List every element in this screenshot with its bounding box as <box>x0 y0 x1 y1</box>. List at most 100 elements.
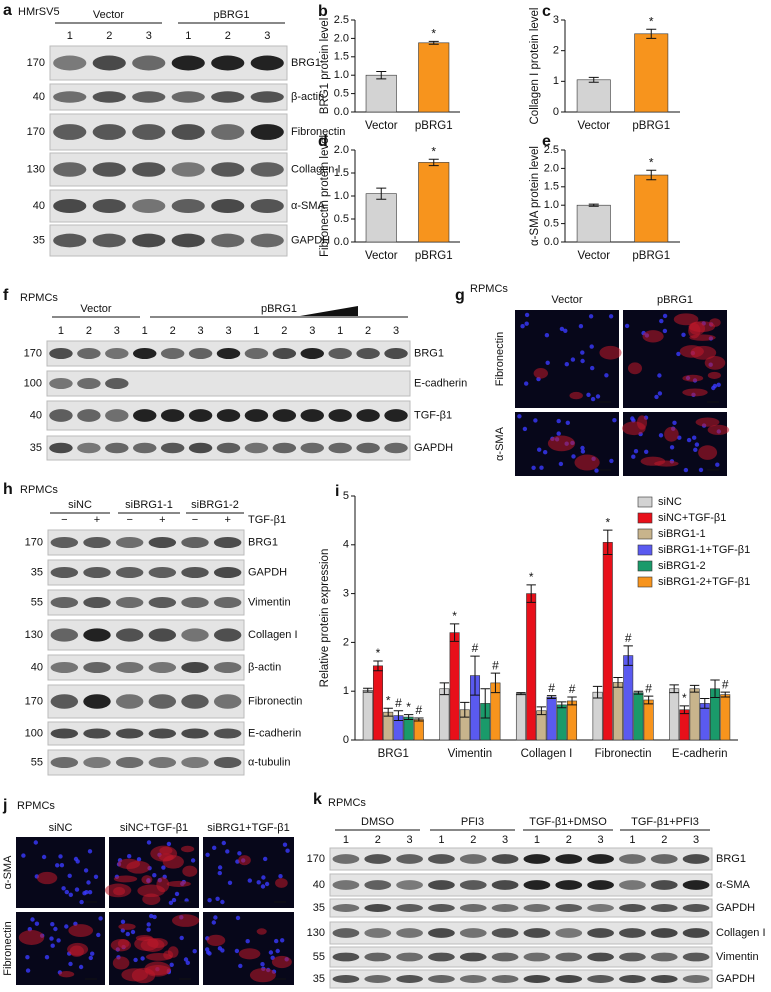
blot-band <box>216 442 241 454</box>
significance: * <box>682 691 687 705</box>
nucleus <box>227 880 233 885</box>
nucleus <box>261 875 266 880</box>
nucleus <box>79 899 84 905</box>
stain <box>698 445 718 460</box>
error-bar <box>623 645 633 666</box>
blot-band <box>77 409 101 422</box>
blot-strip <box>47 749 245 776</box>
lane-label: 3 <box>502 834 508 846</box>
blot-band <box>619 904 646 912</box>
group-label: TGF-β1+PFI3 <box>631 816 699 828</box>
blot-band <box>459 880 487 890</box>
blot-strip <box>47 559 245 586</box>
blot-band <box>396 952 423 962</box>
error-bar <box>646 169 657 181</box>
significance: * <box>406 700 411 714</box>
nucleus <box>580 350 585 355</box>
nucleus <box>595 394 601 399</box>
mw-label: 40 <box>30 409 42 421</box>
error-bar <box>376 71 387 80</box>
y-tick-label: 2.0 <box>334 144 349 156</box>
stain <box>682 374 704 382</box>
blot-band <box>181 694 209 709</box>
significance: # <box>395 696 402 710</box>
blot-band <box>244 442 269 454</box>
nucleus <box>93 874 99 879</box>
nucleus <box>125 931 130 937</box>
nucleus <box>217 865 223 870</box>
error-bar <box>669 684 679 694</box>
significance: * <box>386 693 391 707</box>
error-bar <box>470 655 480 696</box>
blot-strip <box>47 721 245 746</box>
blot-band <box>181 628 209 642</box>
blot-strip <box>329 847 713 871</box>
nucleus <box>146 927 151 932</box>
y-tick-label: 0.0 <box>334 106 349 118</box>
lane-label: 2 <box>106 30 112 42</box>
bar <box>633 692 644 741</box>
blot-band <box>459 854 487 864</box>
mw-label: 170 <box>27 57 45 69</box>
blot-band <box>587 854 614 864</box>
lane-label: + <box>94 514 100 526</box>
bar <box>418 42 450 113</box>
x-tick-label: Vector <box>577 120 610 132</box>
significance: # <box>548 681 555 695</box>
nucleus <box>215 896 220 901</box>
blot-band <box>356 442 380 454</box>
nucleus <box>174 891 180 897</box>
lane-label: 1 <box>343 834 349 846</box>
bar <box>623 655 634 741</box>
blot-band <box>77 378 101 389</box>
blot-band <box>92 124 126 140</box>
bar <box>669 688 680 741</box>
nucleus <box>594 468 599 473</box>
error-bar <box>393 710 404 721</box>
mw-label: 130 <box>307 927 325 939</box>
nucleus <box>612 418 617 423</box>
nucleus <box>205 852 210 857</box>
nucleus <box>220 899 225 905</box>
nucleus <box>30 917 35 922</box>
blot-band <box>364 854 392 864</box>
nucleus <box>654 394 659 400</box>
stain <box>704 356 726 370</box>
stain <box>238 855 251 866</box>
x-tick-label: Collagen I <box>521 748 573 760</box>
panel-letter: g <box>455 287 465 304</box>
nucleus <box>565 420 570 425</box>
mw-label: 55 <box>313 951 325 963</box>
blot-band <box>50 662 79 673</box>
bar <box>576 79 611 113</box>
nucleus <box>87 890 93 895</box>
bar <box>567 700 578 741</box>
blot-band <box>682 854 710 864</box>
blot-band <box>619 854 646 864</box>
lane-label: 3 <box>198 325 204 337</box>
protein-label: β-actin <box>248 661 281 673</box>
micrograph <box>109 912 200 985</box>
y-tick-label: 1.0 <box>334 69 349 81</box>
nucleus <box>711 385 716 391</box>
protein-label: β-actin <box>291 91 324 103</box>
nucleus <box>133 957 138 963</box>
nucleus <box>217 870 222 876</box>
blot-band <box>49 442 73 454</box>
blot-band <box>181 567 209 578</box>
y-tick-label: 5 <box>343 490 349 502</box>
blot-band <box>132 55 166 71</box>
blot-band <box>384 409 408 422</box>
panel-letter: h <box>3 481 13 498</box>
blot-band <box>115 694 144 709</box>
stain <box>249 968 276 983</box>
nucleus <box>58 854 63 859</box>
lane-label: 3 <box>264 30 270 42</box>
lane-label: 3 <box>146 30 152 42</box>
y-axis-label: Collagen I protein level <box>529 8 541 125</box>
stain <box>627 362 643 375</box>
nucleus <box>149 913 154 919</box>
nucleus <box>662 328 668 334</box>
protein-label: Vimentin <box>716 951 759 963</box>
y-tick-label: 0.5 <box>334 88 349 100</box>
